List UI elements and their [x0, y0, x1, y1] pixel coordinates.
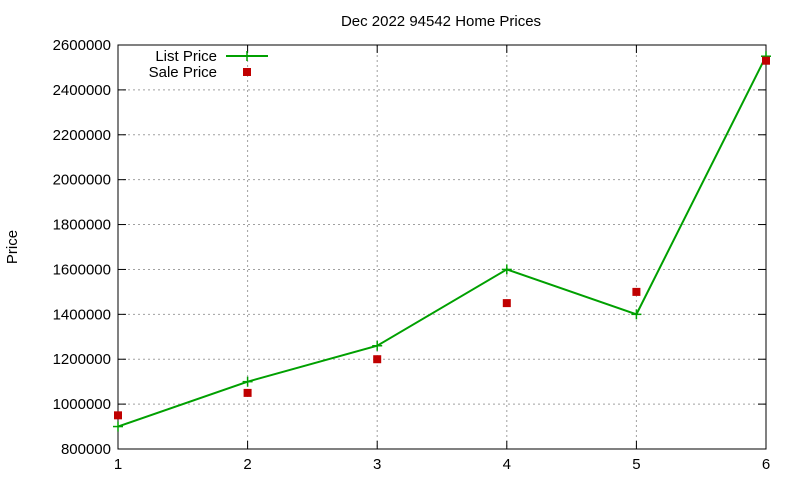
data-point-list-price: [113, 421, 123, 432]
x-tick-label: 4: [503, 456, 511, 473]
axes: [117, 44, 767, 450]
x-tick-label: 5: [632, 456, 640, 473]
x-tick-label: 3: [373, 456, 381, 473]
series-line-list-price: [117, 55, 767, 428]
data-point-sale-price: [502, 299, 511, 308]
chart-title: Dec 2022 94542 Home Prices: [341, 13, 541, 30]
data-point-sale-price: [114, 411, 122, 420]
tick-labels: 800000 1000000 1200000 1400000 1600000 180000…: [53, 37, 771, 473]
y-tick-label: 1400000: [53, 306, 111, 323]
data-point-sale-price: [243, 388, 252, 397]
plot-border: [117, 44, 767, 450]
y-tick-label: 1600000: [53, 261, 111, 278]
legend-label: List Price: [155, 48, 217, 65]
data-point-sale-price: [632, 287, 641, 296]
x-tick-label: 6: [762, 456, 770, 473]
y-tick-label: 2200000: [53, 127, 111, 144]
data-point-list-price: [631, 309, 642, 320]
x-tick-label: 1: [114, 456, 122, 473]
data-point-sale-price: [762, 56, 770, 65]
grid: [118, 45, 766, 449]
y-tick-label: 800000: [61, 441, 111, 458]
y-tick-label: 2400000: [53, 82, 111, 99]
data-point-sale-price: [373, 355, 382, 364]
legend-swatch-marker: [243, 68, 251, 76]
y-axis-label: Price: [4, 230, 21, 264]
x-tick-label: 2: [243, 456, 251, 473]
legend-swatch-marker: [242, 51, 252, 61]
y-tick-label: 1200000: [53, 351, 111, 368]
y-tick-label: 1000000: [53, 396, 111, 413]
y-tick-label: 2600000: [53, 37, 111, 54]
series-layer: [113, 51, 771, 432]
y-tick-label: 1800000: [53, 217, 111, 234]
y-tick-label: 2000000: [53, 172, 111, 189]
data-point-list-price: [242, 376, 253, 387]
data-point-list-price: [501, 264, 512, 275]
data-point-list-price: [372, 340, 383, 351]
legend-label: Sale Price: [149, 64, 217, 81]
